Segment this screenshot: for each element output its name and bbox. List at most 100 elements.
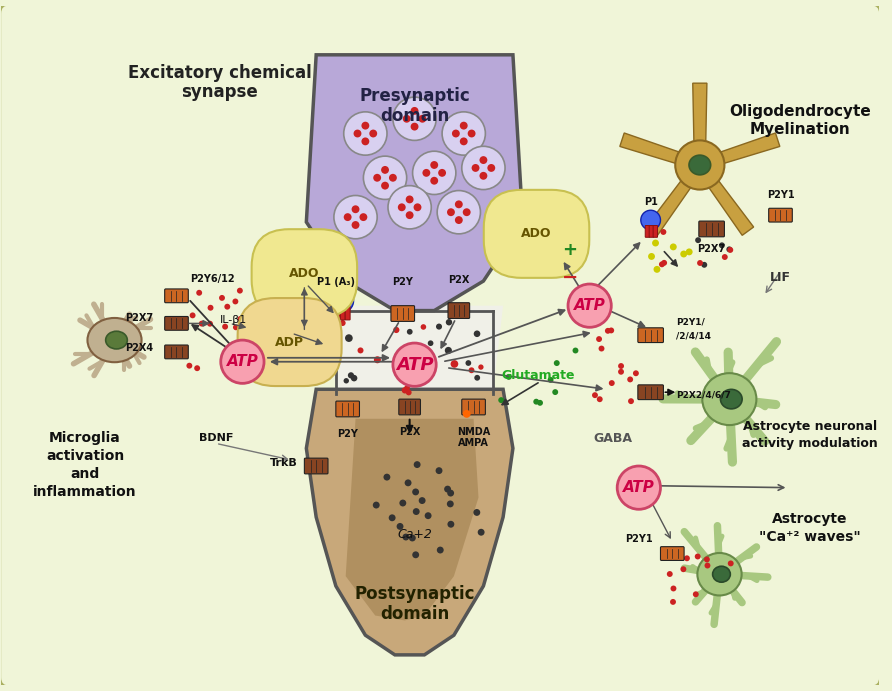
Text: ADO: ADO bbox=[289, 267, 319, 280]
Circle shape bbox=[438, 169, 446, 177]
Text: −: − bbox=[562, 267, 578, 287]
Circle shape bbox=[450, 360, 458, 368]
Circle shape bbox=[447, 490, 454, 497]
FancyBboxPatch shape bbox=[653, 225, 657, 237]
Text: Astrocyte: Astrocyte bbox=[772, 512, 847, 526]
Circle shape bbox=[618, 369, 624, 375]
Text: Presynaptic: Presynaptic bbox=[359, 87, 470, 105]
Ellipse shape bbox=[698, 553, 741, 596]
Circle shape bbox=[554, 360, 559, 366]
FancyBboxPatch shape bbox=[165, 289, 188, 303]
Circle shape bbox=[425, 512, 432, 519]
FancyBboxPatch shape bbox=[649, 225, 654, 237]
Circle shape bbox=[573, 348, 578, 354]
Text: P2Y: P2Y bbox=[337, 428, 358, 439]
Circle shape bbox=[418, 115, 426, 123]
Text: Astrocyte neuronal: Astrocyte neuronal bbox=[743, 420, 877, 433]
Text: Excitatory chemical: Excitatory chemical bbox=[128, 64, 311, 82]
Circle shape bbox=[660, 229, 666, 235]
Circle shape bbox=[466, 360, 471, 366]
Circle shape bbox=[351, 205, 359, 214]
Circle shape bbox=[437, 191, 481, 234]
Text: GABA: GABA bbox=[594, 432, 632, 445]
Text: LIF: LIF bbox=[770, 271, 791, 283]
Circle shape bbox=[684, 556, 690, 561]
Text: P2Y1/: P2Y1/ bbox=[676, 318, 705, 327]
Circle shape bbox=[404, 385, 410, 390]
Ellipse shape bbox=[721, 389, 742, 409]
Circle shape bbox=[548, 377, 554, 383]
Circle shape bbox=[455, 216, 463, 224]
Circle shape bbox=[628, 398, 634, 404]
Circle shape bbox=[361, 138, 369, 145]
FancyBboxPatch shape bbox=[335, 305, 340, 320]
Text: /2/4/14: /2/4/14 bbox=[676, 332, 711, 341]
Text: ATP: ATP bbox=[623, 480, 655, 495]
Polygon shape bbox=[620, 133, 689, 167]
Circle shape bbox=[480, 172, 487, 180]
Circle shape bbox=[447, 208, 455, 216]
Text: P2X4: P2X4 bbox=[125, 343, 153, 353]
Circle shape bbox=[237, 316, 244, 322]
Circle shape bbox=[369, 130, 377, 138]
FancyBboxPatch shape bbox=[698, 221, 724, 237]
FancyBboxPatch shape bbox=[391, 305, 415, 321]
Circle shape bbox=[361, 122, 369, 130]
Circle shape bbox=[222, 323, 228, 330]
Circle shape bbox=[474, 509, 480, 516]
Polygon shape bbox=[703, 173, 754, 236]
Ellipse shape bbox=[675, 140, 724, 189]
Text: P1: P1 bbox=[644, 198, 657, 207]
Circle shape bbox=[219, 295, 225, 301]
Circle shape bbox=[705, 562, 710, 569]
Circle shape bbox=[406, 211, 414, 219]
Circle shape bbox=[358, 348, 364, 353]
Circle shape bbox=[537, 400, 543, 406]
FancyBboxPatch shape bbox=[165, 316, 188, 330]
Ellipse shape bbox=[105, 331, 128, 349]
Circle shape bbox=[406, 390, 411, 395]
Circle shape bbox=[410, 123, 418, 131]
Circle shape bbox=[681, 251, 687, 258]
Circle shape bbox=[233, 324, 239, 330]
Circle shape bbox=[468, 368, 475, 373]
Circle shape bbox=[627, 377, 633, 382]
Circle shape bbox=[330, 289, 353, 312]
Circle shape bbox=[719, 243, 725, 248]
Circle shape bbox=[233, 299, 238, 305]
Text: P2Y1: P2Y1 bbox=[767, 191, 794, 200]
Circle shape bbox=[207, 321, 213, 327]
Circle shape bbox=[413, 151, 456, 194]
Circle shape bbox=[681, 566, 686, 572]
Circle shape bbox=[423, 169, 430, 177]
Circle shape bbox=[599, 346, 605, 352]
FancyBboxPatch shape bbox=[769, 208, 792, 222]
Circle shape bbox=[596, 336, 602, 342]
Circle shape bbox=[430, 177, 438, 184]
Circle shape bbox=[455, 200, 463, 208]
Text: ADP: ADP bbox=[275, 336, 304, 348]
Circle shape bbox=[418, 497, 425, 504]
Circle shape bbox=[412, 489, 419, 495]
Circle shape bbox=[220, 340, 264, 384]
Circle shape bbox=[446, 319, 452, 325]
Ellipse shape bbox=[689, 155, 711, 175]
Text: ATP: ATP bbox=[396, 356, 434, 374]
Circle shape bbox=[199, 321, 204, 327]
Text: P2X7: P2X7 bbox=[698, 244, 726, 254]
Text: P2Y: P2Y bbox=[392, 277, 413, 287]
FancyBboxPatch shape bbox=[638, 328, 664, 343]
Circle shape bbox=[618, 363, 624, 369]
Circle shape bbox=[452, 130, 459, 138]
FancyBboxPatch shape bbox=[304, 458, 328, 474]
Circle shape bbox=[435, 467, 442, 474]
Circle shape bbox=[487, 164, 495, 172]
Text: P2Y6/12: P2Y6/12 bbox=[190, 274, 235, 284]
FancyBboxPatch shape bbox=[340, 305, 345, 320]
Text: ATP: ATP bbox=[227, 354, 259, 369]
Circle shape bbox=[695, 553, 700, 560]
Circle shape bbox=[384, 473, 391, 480]
FancyBboxPatch shape bbox=[462, 399, 485, 415]
Circle shape bbox=[617, 466, 660, 509]
Text: TrkB: TrkB bbox=[270, 458, 298, 468]
